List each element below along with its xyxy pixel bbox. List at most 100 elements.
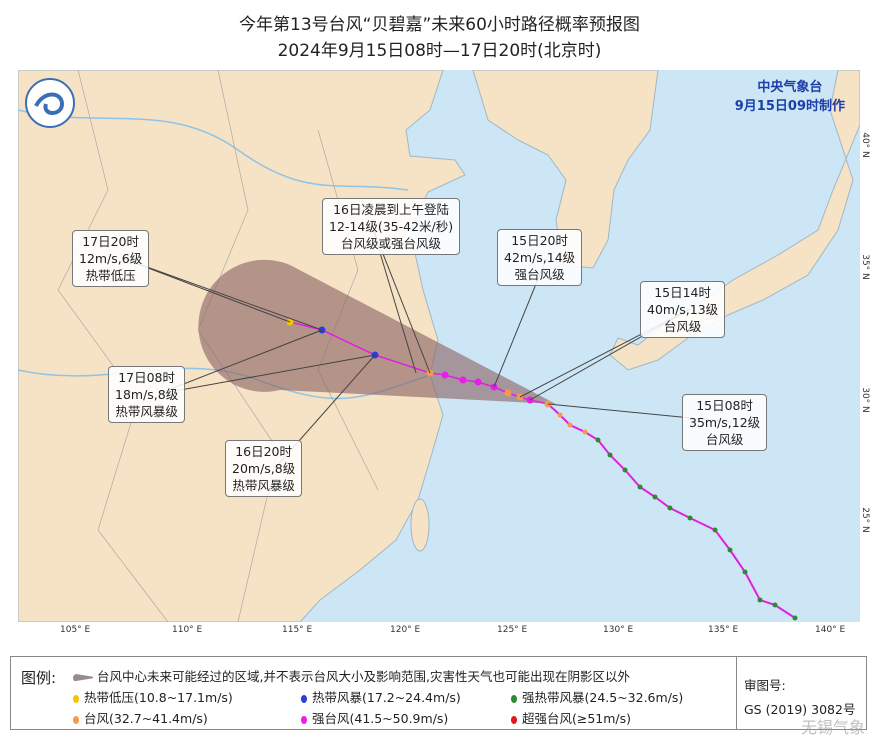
emblem-logo bbox=[25, 78, 75, 128]
forecast-label-line: 热带风暴级 bbox=[232, 478, 295, 493]
approval-box: 审图号: GS (2019) 3082号 bbox=[736, 656, 867, 730]
forecast-label-line: 12m/s,6级 bbox=[79, 251, 143, 266]
legend-item-label: 强台风(41.5~50.9m/s) bbox=[312, 711, 449, 726]
lon-tick-label: 130° E bbox=[603, 625, 634, 635]
lat-tick-label: 40° N bbox=[859, 132, 870, 158]
legend-item-label: 台风(32.7~41.4m/s) bbox=[84, 711, 208, 726]
forecast-point bbox=[459, 376, 467, 384]
forecast-label-line: 热带低压 bbox=[85, 268, 136, 283]
forecast-label: 17日20时 12m/s,6级 热带低压 bbox=[72, 230, 150, 287]
forecast-label-line: 热带风暴级 bbox=[115, 404, 178, 419]
lon-tick-label: 110° E bbox=[172, 625, 203, 635]
forecast-label: 17日08时 18m/s,8级 热带风暴级 bbox=[108, 366, 186, 423]
legend-cone-text: 台风中心未来可能经过的区域,并不表示台风大小及影响范围,灾害性天气也可能出现在阴… bbox=[97, 669, 630, 684]
legend-dot-icon bbox=[511, 715, 517, 724]
legend-dot-icon bbox=[73, 715, 79, 724]
legend-item: 强热带风暴(24.5~32.6m/s) bbox=[511, 687, 683, 706]
legend-dot-icon bbox=[73, 694, 79, 703]
past-track-point bbox=[652, 494, 658, 500]
past-track-point bbox=[595, 437, 601, 443]
lon-tick-label: 140° E bbox=[815, 625, 846, 635]
forecast-label-line: 17日20时 bbox=[82, 234, 140, 249]
watermark: 无锡气象 bbox=[800, 718, 865, 737]
agency-stamp: 中央气象台 9月15日09时制作 bbox=[735, 78, 845, 116]
forecast-label: 15日14时 40m/s,13级 台风级 bbox=[640, 281, 726, 338]
forecast-label: 15日08时 35m/s,12级 台风级 bbox=[682, 394, 768, 451]
forecast-label: 15日20时 42m/s,14级 强台风级 bbox=[497, 229, 583, 286]
past-track-point bbox=[687, 515, 693, 521]
forecast-label-line: 17日08时 bbox=[118, 370, 176, 385]
forecast-label-line: 15日08时 bbox=[696, 398, 753, 413]
forecast-label-line: 16日凌晨到上午登陆 bbox=[333, 202, 449, 217]
leader-line bbox=[121, 257, 291, 323]
past-track-point bbox=[607, 452, 613, 458]
leader-line bbox=[157, 329, 323, 395]
legend-item: 台风(32.7~41.4m/s) bbox=[73, 708, 208, 727]
legend-item: 热带低压(10.8~17.1m/s) bbox=[73, 687, 233, 706]
legend: 图例: 台风中心未来可能经过的区域,并不表示台风大小及影响范围,灾害性天气也可能… bbox=[10, 656, 737, 730]
past-track-point bbox=[712, 527, 718, 533]
lat-tick-label: 25° N bbox=[859, 507, 870, 533]
agency-name: 中央气象台 bbox=[757, 80, 823, 95]
forecast-label-line: 15日14时 bbox=[654, 285, 711, 300]
legend-dot-icon bbox=[301, 694, 307, 703]
forecast-label-line: 强台风级 bbox=[514, 267, 565, 282]
forecast-label-line: 16日20时 bbox=[235, 444, 293, 459]
past-track-point bbox=[667, 505, 673, 511]
past-track-point bbox=[792, 615, 798, 621]
legend-item-label: 热带风暴(17.2~24.4m/s) bbox=[312, 690, 461, 705]
lon-tick-label: 135° E bbox=[708, 625, 739, 635]
past-track-point bbox=[727, 547, 733, 553]
legend-item: 热带风暴(17.2~24.4m/s) bbox=[301, 687, 461, 706]
forecast-label-line: 18m/s,8级 bbox=[115, 387, 179, 402]
forecast-label-line: 台风级或强台风级 bbox=[341, 236, 442, 251]
lat-tick-label: 35° N bbox=[859, 254, 870, 280]
legend-title: 图例: bbox=[21, 669, 57, 687]
forecast-label-line: 20m/s,8级 bbox=[232, 461, 296, 476]
past-track-point bbox=[757, 597, 763, 603]
approval-label: 审图号: bbox=[744, 678, 786, 693]
past-track-point bbox=[742, 569, 748, 575]
forecast-point bbox=[441, 371, 449, 379]
leader-line bbox=[157, 354, 376, 395]
past-track-point bbox=[772, 602, 778, 608]
lon-tick-label: 120° E bbox=[390, 625, 421, 635]
legend-cone: 台风中心未来可能经过的区域,并不表示台风大小及影响范围,灾害性天气也可能出现在阴… bbox=[73, 666, 630, 685]
forecast-label-line: 40m/s,13级 bbox=[647, 302, 719, 317]
typhoon-track-map bbox=[18, 70, 860, 622]
forecast-label-line: 15日20时 bbox=[511, 233, 568, 248]
lat-tick-label: 30° N bbox=[859, 387, 870, 413]
past-track-point bbox=[567, 422, 573, 428]
land-taiwan bbox=[410, 498, 430, 552]
past-track-point bbox=[557, 412, 563, 418]
lon-tick-label: 105° E bbox=[60, 625, 91, 635]
map-title: 今年第13号台风“贝碧嘉”未来60小时路径概率预报图 bbox=[239, 15, 640, 35]
forecast-label: 16日凌晨到上午登陆 12-14级(35-42米/秒) 台风级或强台风级 bbox=[322, 198, 461, 255]
land-japan bbox=[609, 70, 860, 371]
legend-item: 强台风(41.5~50.9m/s) bbox=[301, 708, 448, 727]
lon-tick-label: 125° E bbox=[497, 625, 528, 635]
legend-dot-icon bbox=[301, 715, 307, 724]
cone-icon bbox=[73, 673, 93, 682]
forecast-label-line: 台风级 bbox=[663, 319, 702, 334]
past-track-point bbox=[637, 484, 643, 490]
past-track-point bbox=[582, 429, 588, 435]
legend-item: 超强台风(≥51m/s) bbox=[511, 708, 631, 727]
legend-item-label: 超强台风(≥51m/s) bbox=[522, 711, 632, 726]
leader-line bbox=[121, 257, 323, 331]
legend-item-label: 热带低压(10.8~17.1m/s) bbox=[84, 690, 233, 705]
legend-dot-icon bbox=[511, 694, 517, 703]
issue-time: 9月15日09时制作 bbox=[734, 99, 845, 114]
forecast-point bbox=[504, 389, 512, 397]
forecast-label-line: 35m/s,12级 bbox=[689, 415, 761, 430]
lon-tick-label: 115° E bbox=[282, 625, 313, 635]
probability-cone bbox=[198, 259, 556, 404]
legend-item-label: 强热带风暴(24.5~32.6m/s) bbox=[522, 690, 684, 705]
forecast-label-line: 42m/s,14级 bbox=[504, 250, 576, 265]
map-subtitle: 2024年9月15日08时—17日20时(北京时) bbox=[277, 41, 602, 61]
forecast-label-line: 台风级 bbox=[705, 432, 744, 447]
past-track-point bbox=[622, 467, 628, 473]
forecast-point bbox=[474, 378, 482, 386]
forecast-label: 16日20时 20m/s,8级 热带风暴级 bbox=[225, 440, 303, 497]
approval-number: GS (2019) 3082号 bbox=[744, 702, 856, 717]
